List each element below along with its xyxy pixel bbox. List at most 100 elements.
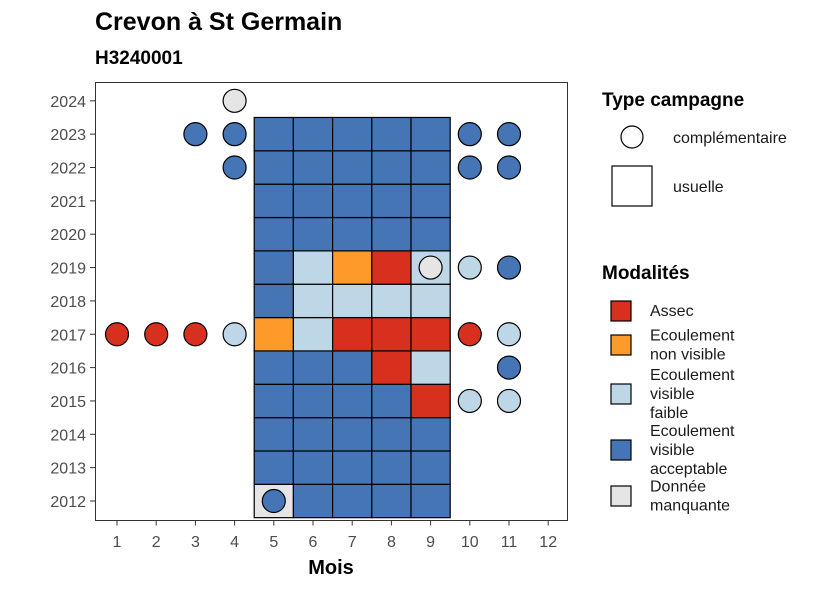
tile-2022-m8	[371, 150, 412, 185]
tile-2021-m8	[371, 183, 412, 219]
tile-2020-m6	[292, 216, 334, 252]
legend-label-ecoulement-visible-acceptable: Ecoulement	[650, 423, 735, 440]
tile-2015-m8	[371, 383, 412, 419]
tile-2020-m8	[371, 216, 412, 252]
y-tick-label: 2015	[50, 394, 86, 411]
y-tick-label: 2021	[50, 194, 86, 211]
point-2023-m4	[222, 122, 247, 147]
legend-label-ecoulement-visible-faible: faible	[650, 405, 688, 422]
tile-2012-m8	[371, 483, 412, 519]
x-tick-label: 9	[426, 534, 435, 551]
legend-label-donnee-manquante: Donnée	[650, 479, 706, 496]
tile-2016-m6	[292, 350, 334, 385]
x-tick-label: 6	[309, 534, 318, 551]
point-2023-m11	[496, 122, 522, 147]
y-tick-label: 2013	[50, 461, 86, 478]
tile-2015-m6	[292, 383, 334, 419]
point-2022-m11	[496, 155, 522, 180]
point-2019-m10	[457, 255, 482, 280]
legend-key-donnee-manquante	[610, 485, 632, 507]
tile-2020-m9	[410, 216, 451, 252]
tile-2012-m7	[332, 483, 373, 519]
x-tick-label: 10	[461, 534, 479, 551]
x-tick-label: 12	[539, 534, 557, 551]
x-axis: 1 2 3 4 5 6 7 8 9 10 11 12	[113, 520, 557, 551]
legend-label-ecoulement-visible-faible: visible	[650, 386, 695, 403]
point-2019-m11	[496, 255, 522, 280]
legend-type: Type campagne complémentaire usuelle	[602, 90, 787, 207]
tile-2020-m7	[332, 216, 373, 252]
tile-2022-m6	[292, 150, 334, 185]
legend-label-donnee-manquante: manquante	[650, 498, 730, 515]
tile-2017-m7	[332, 316, 373, 352]
tile-2021-m9	[410, 183, 451, 219]
tile-2018-m8	[371, 283, 412, 319]
tile-2016-m5	[253, 350, 294, 385]
tile-2013-m6	[292, 450, 334, 485]
tile-2017-m8	[371, 316, 412, 352]
y-tick-label: 2022	[50, 161, 86, 178]
legend-key-assec	[610, 300, 632, 322]
legend-modalites: Modalités Assec Ecoulement non visible Ecou…	[602, 263, 735, 515]
y-tick-label: 2014	[50, 427, 86, 444]
point-2012-m5	[261, 488, 286, 514]
tile-2016-m7	[332, 350, 373, 385]
legend-modalites-title: Modalités	[602, 263, 690, 284]
legend-type-circle-key	[620, 125, 644, 149]
y-tick-label: 2019	[50, 261, 86, 278]
tile-2019-m5	[253, 250, 294, 285]
tile-2023-m8	[371, 116, 412, 152]
x-tick-label: 1	[113, 534, 122, 551]
tile-2023-m6	[292, 116, 334, 152]
point-2022-m4	[222, 155, 247, 180]
tile-2015-m7	[332, 383, 373, 419]
tile-2023-m9	[410, 116, 451, 152]
complementaire-points	[104, 88, 522, 514]
tile-2021-m7	[332, 183, 373, 219]
tile-2013-m5	[253, 450, 294, 485]
x-axis-label: Mois	[308, 557, 354, 579]
tile-2015-m5	[253, 383, 294, 419]
x-tick-label: 2	[152, 534, 161, 551]
x-tick-label: 3	[191, 534, 200, 551]
y-tick-label: 2024	[50, 94, 86, 111]
legend-key-ecoulement-non-visible	[610, 334, 632, 356]
tile-2022-m5	[253, 150, 294, 185]
y-axis: 2012 2013 2014 2015 2016 2017 2018 2019 2020 2021…	[50, 94, 95, 511]
tile-2017-m9	[410, 316, 451, 352]
y-tick-label: 2020	[50, 227, 86, 244]
y-tick-label: 2012	[50, 494, 86, 511]
legend-key-ecoulement-visible-faible	[610, 383, 632, 405]
tile-2016-m9	[410, 350, 451, 385]
legend-label-ecoulement-non-visible: Ecoulement	[650, 328, 735, 345]
point-2017-m10	[457, 322, 482, 347]
legend-type-label-complementaire: complémentaire	[673, 130, 787, 147]
point-2017-m4	[222, 322, 247, 347]
tile-2013-m8	[371, 450, 412, 485]
tile-2018-m6	[292, 283, 334, 319]
point-2024-m4	[222, 88, 247, 113]
tile-2016-m8	[371, 350, 412, 385]
point-2023-m10	[457, 122, 482, 147]
usuelle-tiles	[253, 116, 451, 519]
tile-2013-m7	[332, 450, 373, 485]
point-2017-m2	[144, 322, 169, 347]
point-2016-m11	[496, 355, 522, 380]
point-2023-m3	[183, 122, 208, 147]
y-tick-label: 2016	[50, 361, 86, 378]
tile-2021-m6	[292, 183, 334, 219]
legend-label-ecoulement-visible-faible: Ecoulement	[650, 367, 735, 384]
tile-2018-m7	[332, 283, 373, 319]
legend-type-label-usuelle: usuelle	[673, 179, 724, 196]
chart-subtitle: H3240001	[95, 48, 183, 69]
tile-2017-m5	[253, 316, 294, 352]
tile-2014-m8	[371, 417, 412, 452]
legend-label-ecoulement-visible-acceptable: visible	[650, 442, 695, 459]
x-tick-label: 7	[348, 534, 357, 551]
tile-2019-m8	[371, 250, 412, 285]
tile-2014-m5	[253, 417, 294, 452]
y-tick-label: 2023	[50, 127, 86, 144]
y-tick-label: 2018	[50, 294, 86, 311]
tile-2014-m7	[332, 417, 373, 452]
